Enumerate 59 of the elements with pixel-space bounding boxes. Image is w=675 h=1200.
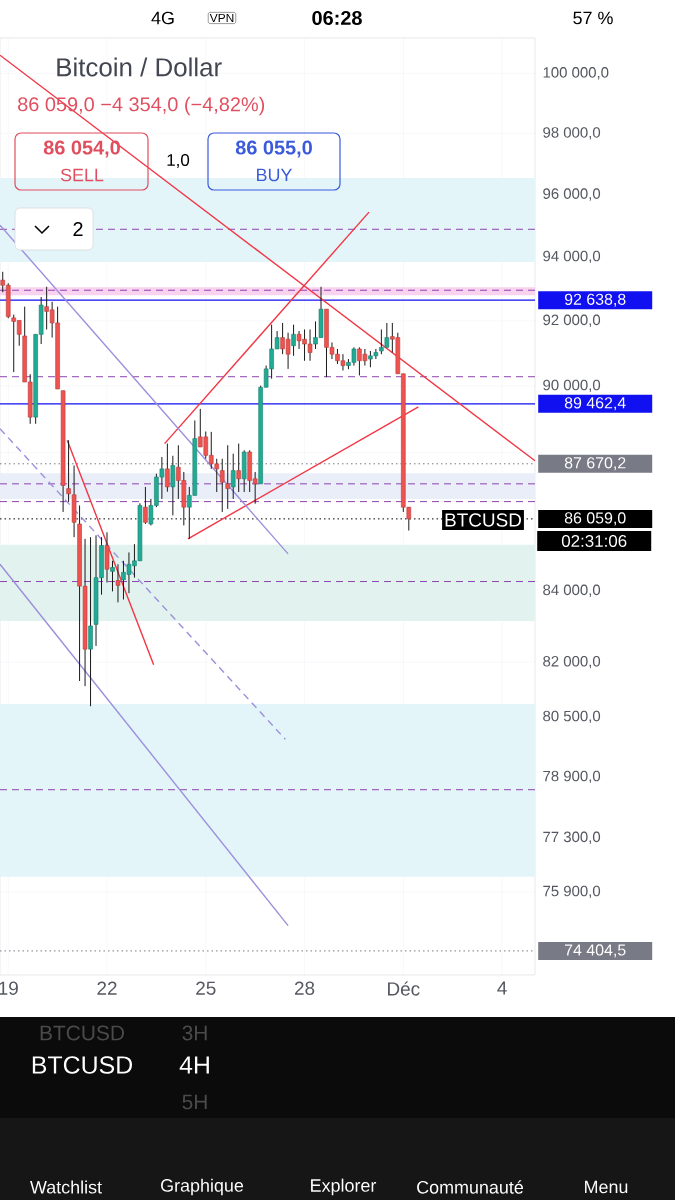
annotation: 86 054,0 [43,140,120,158]
candlestick [291,324,296,357]
text: Menu [585,1180,628,1194]
candlestick [170,455,176,516]
text: Watchlist [30,1180,102,1194]
y-tick-label: 92 000,0 [543,314,601,327]
y-tick-label: 82 000,0 [543,655,601,669]
y-tick-label: 96 000,0 [543,188,601,201]
text: 57 % [573,11,613,25]
annotation: 1,0 [167,153,190,168]
text: Graphique [161,1178,244,1196]
candlestick [165,443,170,493]
x-tick-label: 4 [497,981,507,995]
text: BTCUSD [32,1056,133,1074]
candlestick [225,444,230,510]
y-tick-label: 100 000,0 [543,67,609,80]
candlestick [115,563,121,603]
x-tick-label: 25 [196,981,216,995]
x-tick-label: 19 [0,981,18,995]
text: Explorer [311,1178,377,1196]
y-tick-label: 90 000,0 [543,379,601,393]
text: Bitcoin / Dollar [57,57,222,77]
candlestick [230,453,236,500]
text: Communauté [417,1180,524,1194]
annotation: SELL [60,168,104,182]
annotation: BUY [257,168,293,182]
x-tick-label: Déc [388,981,420,996]
text: 4G [151,11,174,25]
ref-line-label: 74 404,5 [565,944,626,958]
ref-line-label: 92 638,8 [564,293,626,307]
text: BTCUSD [40,1025,125,1041]
ref-line-label: 89 462,4 [564,397,626,411]
candlestick [110,560,115,592]
text: 4H [179,1056,209,1074]
y-tick-label: 78 900,0 [543,770,601,784]
y-tick-label: 84 000,0 [543,584,601,597]
y-tick-label: 75 900,0 [543,885,601,899]
ref-line-label: 86 059,0 [564,512,626,526]
y-tick-label: 77 300,0 [543,831,601,844]
y-tick-label: 94 000,0 [543,250,601,264]
annotation: 2 [73,222,83,236]
text: 02:31:06 [561,534,627,547]
annotation: BTCUSD [445,513,522,527]
text: 06:28 [312,10,362,26]
y-tick-label: 80 500,0 [543,710,601,724]
candlestick [66,439,71,503]
candlestick [236,443,241,493]
annotation: 86 055,0 [235,140,312,158]
x-tick-label: 22 [97,981,117,995]
candlestick [143,486,148,525]
candlestick [88,536,93,707]
text: VPN [209,13,234,23]
candlestick [104,531,110,584]
y-tick-label: 98 000,0 [543,127,601,140]
text: 3H [182,1025,207,1041]
x-tick-label: 28 [294,981,315,995]
text: 5H [182,1094,207,1110]
candlestick [219,458,225,513]
ref-line-label: 87 670,2 [564,457,626,471]
